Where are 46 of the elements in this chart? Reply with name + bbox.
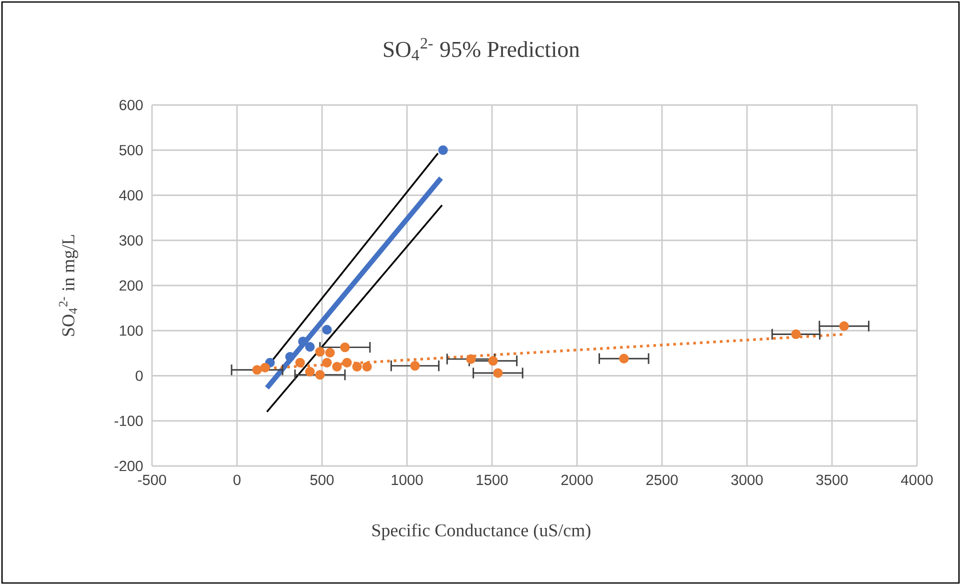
point [839, 321, 849, 331]
y-tick-label: 400 [119, 190, 143, 200]
y-tick-label: 600 [120, 100, 143, 110]
y-tick-label: 500 [119, 144, 143, 156]
y-tick-label: 100 [120, 325, 143, 336]
point [322, 324, 332, 335]
y-tick-label: 200 [120, 280, 143, 291]
point [362, 362, 372, 372]
x-tick-label: 3000 [731, 474, 763, 486]
point [340, 342, 350, 352]
point [410, 361, 420, 371]
point [252, 365, 262, 375]
point [295, 358, 305, 368]
point [438, 145, 448, 155]
x-tick-label: 3500 [816, 474, 848, 486]
point [305, 366, 315, 376]
point [260, 362, 270, 372]
x-tick-label: -500 [138, 474, 166, 486]
point [322, 358, 332, 368]
point [305, 342, 315, 352]
point [791, 329, 801, 340]
point [315, 347, 325, 357]
point [285, 352, 295, 362]
y-tick-label: -200 [114, 460, 143, 472]
x-tick-label: 500 [310, 474, 334, 486]
x-tick-label: 2500 [646, 474, 678, 486]
x-tick-label: 2000 [561, 474, 593, 486]
point [619, 354, 629, 364]
x-tick-label: 0 [233, 474, 240, 486]
chart-title: SO$_{4}$$^{2-}$ 95% Prediction [384, 38, 580, 60]
point [342, 358, 352, 368]
y-tick-label: -100 [114, 416, 143, 426]
point [493, 368, 503, 378]
y-axis-title: SO$_{4}$$^{2-}$ in mg/L [58, 235, 78, 336]
y-tick-label: 300 [119, 235, 143, 246]
y-tick-label: 0 [136, 370, 143, 381]
point [352, 362, 362, 372]
point [332, 362, 342, 372]
x-tick-label: 4000 [901, 474, 933, 486]
point [315, 370, 325, 380]
x-tick-label: 1500 [476, 474, 508, 486]
point [325, 348, 335, 358]
x-tick-label: 1000 [392, 474, 423, 486]
point [466, 354, 476, 364]
x-axis-title: Specific Conductance (uS/cm) [372, 524, 590, 540]
point [488, 356, 498, 366]
